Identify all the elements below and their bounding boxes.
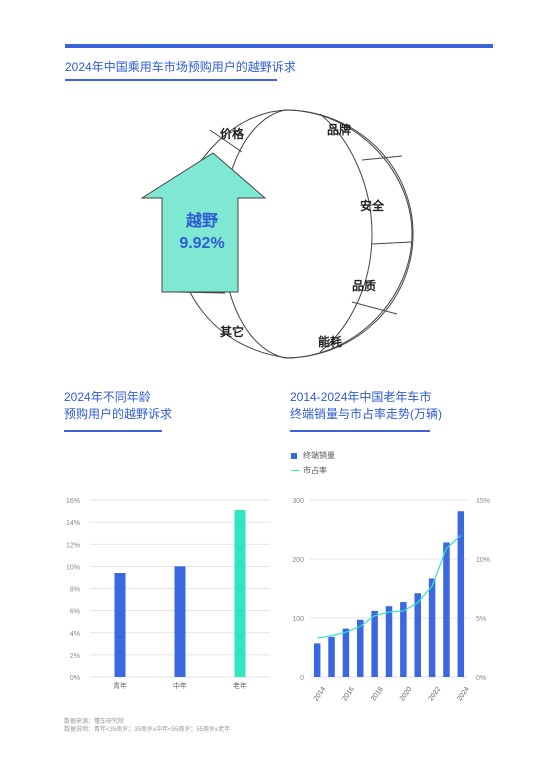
y-tick-label: 200 xyxy=(292,557,304,564)
x-tick-label: 2018 xyxy=(370,686,385,703)
right-title-line2: 终端销量与市占率走势(万辆) xyxy=(290,407,442,421)
highlight-arrow xyxy=(140,152,267,293)
bar xyxy=(443,542,450,677)
segment-label-3: 品质 xyxy=(352,278,376,293)
x-tick-label: 2020 xyxy=(399,686,414,703)
x-tick-label: 2014 xyxy=(313,686,328,703)
legend-label-bar: 终端销量 xyxy=(303,451,335,460)
bar xyxy=(342,628,350,677)
ring-outer-right xyxy=(284,109,413,359)
ring-back xyxy=(284,109,414,359)
bar xyxy=(234,509,246,677)
segment-label-1: 品牌 xyxy=(327,122,351,137)
right-section-title: 2014-2024年中国老年车市 终端销量与市占率走势(万辆) xyxy=(290,389,442,423)
bar xyxy=(357,619,364,677)
seg-divider-1 xyxy=(361,155,403,161)
y2-tick-label: 0% xyxy=(476,675,486,682)
x-tick-label: 2022 xyxy=(428,686,443,703)
y2-tick-label: 5% xyxy=(476,616,486,623)
y-tick-label: 0 xyxy=(300,675,304,682)
bar xyxy=(400,602,407,677)
bar xyxy=(414,593,421,677)
legend-swatch-bar xyxy=(291,452,297,459)
bar xyxy=(457,511,465,677)
y-tick-label: 8% xyxy=(70,587,80,594)
left-title-line2: 预购用户的越野诉求 xyxy=(64,407,173,421)
bar xyxy=(385,606,393,677)
y-tick-label: 14% xyxy=(66,520,80,527)
y2-tick-label: 10% xyxy=(476,557,490,564)
bar xyxy=(371,610,378,677)
y-tick-label: 16% xyxy=(66,498,80,505)
seg-divider-3 xyxy=(351,301,398,315)
bar xyxy=(428,578,436,677)
left-title-line1: 2024年不同年龄 xyxy=(64,390,151,404)
y-tick-label: 6% xyxy=(70,609,80,616)
highlight-value: 9.92% xyxy=(179,235,224,252)
title-underline xyxy=(65,79,277,81)
seg-divider-5 xyxy=(209,129,243,153)
footer-note: 数据说明：青年<35周岁；35周岁≤中年<55周岁；55周岁≤老年 xyxy=(64,727,231,733)
x-tick-label: 2016 xyxy=(341,686,356,703)
legend-label-line: 市占率 xyxy=(303,466,327,475)
bar xyxy=(114,573,126,677)
age-bar-chart: 0% 2% 4% 6% 8% 10% 12% 14% 16% 青年 中年 老年 xyxy=(66,498,270,690)
bar xyxy=(174,566,186,677)
left-section-title: 2024年不同年龄 预购用户的越野诉求 xyxy=(64,389,172,423)
right-title-underline xyxy=(290,430,430,432)
highlight-label: 越野 xyxy=(185,211,218,230)
y-tick-label: 300 xyxy=(292,498,304,505)
y-tick-label: 0% xyxy=(70,675,80,682)
right-title-line1: 2014-2024年中国老年车市 xyxy=(290,390,432,404)
legend-item-line: 市占率 xyxy=(291,465,335,476)
top-accent-bar xyxy=(65,44,493,48)
bar xyxy=(313,643,321,677)
segment-label-5: 其它 xyxy=(220,324,244,339)
x-tick-label: 老年 xyxy=(233,681,247,690)
left-title-underline xyxy=(64,430,162,432)
y-tick-label: 12% xyxy=(66,542,80,549)
y-tick-label: 10% xyxy=(66,564,80,571)
segment-label-0: 价格 xyxy=(220,126,245,141)
y-tick-label: 2% xyxy=(70,653,80,660)
x-tick-label: 中年 xyxy=(173,681,187,690)
legend-item-bar: 终端销量 xyxy=(291,450,335,461)
y-tick-label: 100 xyxy=(292,616,304,623)
segment-label-2: 安全 xyxy=(360,198,385,213)
sales-combo-chart: 0 100 200 300 0% 5% 10% 15% 2014 2016 2018 2020 2022… xyxy=(292,498,490,703)
footer-source: 数据来源：懂车研究院 xyxy=(64,719,125,725)
page-title: 2024年中国乘用车市场预购用户的越野诉求 xyxy=(65,60,296,74)
seg-divider-2 xyxy=(371,241,413,245)
x-tick-label: 2024 xyxy=(456,686,471,703)
x-tick-label: 青年 xyxy=(113,681,127,690)
footer: 数据来源：懂车研究院 数据说明：青年<35周岁；35周岁≤中年<55周岁；55周… xyxy=(64,718,230,734)
y-tick-label: 4% xyxy=(70,631,80,638)
segment-label-4: 能耗 xyxy=(318,334,342,349)
y2-tick-label: 15% xyxy=(476,498,490,505)
bar xyxy=(328,636,335,677)
share-line xyxy=(317,534,462,639)
legend-swatch-line xyxy=(291,469,299,472)
ring-inner-right xyxy=(319,113,373,353)
chart-legend: 终端销量 市占率 xyxy=(291,450,335,476)
ring-diagram: 价格 品牌 安全 品质 能耗 其它 越野 9.92% xyxy=(140,109,414,359)
